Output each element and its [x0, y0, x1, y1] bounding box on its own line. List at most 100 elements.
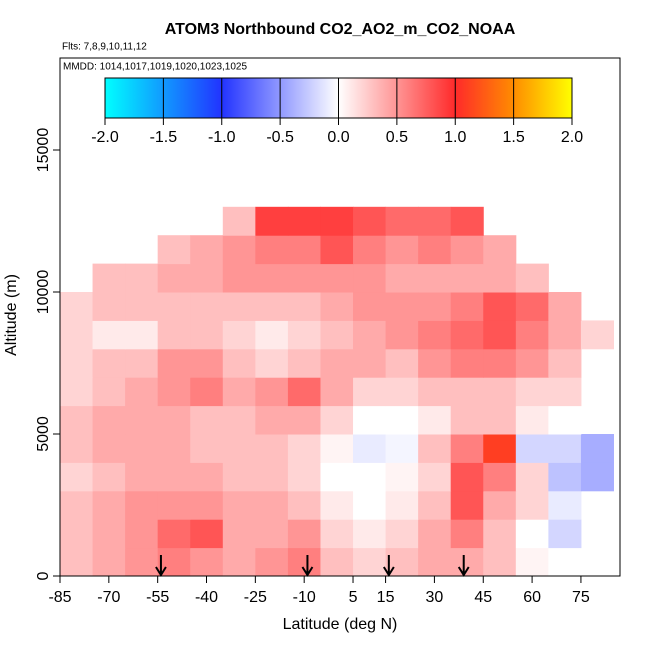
heat-cell: [385, 292, 419, 321]
x-tick-label: -85: [48, 589, 71, 606]
subtitle: Flts: 7,8,9,10,11,12: [62, 42, 147, 53]
heat-cell: [483, 292, 517, 321]
heat-cell: [255, 235, 289, 265]
colorbar-tick-label: 1.0: [444, 129, 466, 146]
heat-cell: [385, 434, 419, 463]
heat-cell: [515, 519, 549, 549]
flight-arrow: [301, 555, 314, 577]
heat-cell: [353, 405, 387, 435]
heat-cell: [255, 462, 289, 492]
heat-cell: [320, 434, 354, 463]
heat-cell: [418, 405, 452, 435]
heat-cell: [548, 519, 582, 549]
heat-cell: [320, 377, 354, 407]
heat-cell: [353, 519, 387, 549]
heat-cell: [385, 206, 419, 236]
heat-cell: [222, 405, 256, 435]
chart-title: ATOM3 Northbound CO2_AO2_m_CO2_NOAA: [165, 21, 516, 38]
heat-cell: [483, 490, 517, 520]
heat-cell: [157, 462, 191, 492]
x-axis-label: Latitude (deg N): [283, 616, 398, 633]
colorbar-tick-label: -1.0: [208, 129, 236, 146]
x-tick-label: 30: [426, 589, 444, 606]
heat-cell: [515, 434, 549, 463]
heat-cell: [450, 320, 484, 350]
heat-cell: [515, 320, 549, 350]
heat-cell: [125, 405, 159, 435]
heat-cell: [483, 348, 517, 378]
heat-cell: [353, 348, 387, 378]
heat-cell: [515, 348, 549, 378]
heat-cell: [157, 434, 191, 463]
heat-cell: [483, 263, 517, 293]
heat-cell: [125, 348, 159, 378]
heat-cell: [222, 462, 256, 492]
heat-cell: [287, 292, 321, 321]
x-tick-label: -40: [195, 589, 218, 606]
heat-cell: [515, 547, 549, 577]
heat-cell: [353, 320, 387, 350]
heat-cell: [483, 320, 517, 350]
heat-cell: [450, 292, 484, 321]
heat-cell: [125, 320, 159, 350]
heat-cell: [287, 434, 321, 463]
heat-cell: [385, 348, 419, 378]
heat-cell: [60, 405, 94, 435]
heat-cell: [515, 292, 549, 321]
heat-cell: [157, 348, 191, 378]
heat-cell: [125, 377, 159, 407]
heat-cell: [287, 462, 321, 492]
heat-cell: [125, 519, 159, 549]
heat-cell: [353, 547, 387, 577]
heat-cell: [320, 405, 354, 435]
heat-cell: [157, 235, 191, 265]
y-tick-label: 15000: [35, 128, 52, 173]
heat-cell: [255, 320, 289, 350]
heat-cell: [255, 348, 289, 378]
heat-cell: [548, 547, 582, 577]
heat-cell: [190, 405, 224, 435]
heat-cell: [287, 320, 321, 350]
x-tick-label: -55: [146, 589, 169, 606]
heat-cell: [418, 377, 452, 407]
heat-cell: [287, 206, 321, 236]
heat-cell: [125, 434, 159, 463]
heat-cell: [515, 405, 549, 435]
x-tick-label: 75: [572, 589, 590, 606]
x-tick-label: -70: [97, 589, 120, 606]
heat-cell: [353, 462, 387, 492]
heat-cell: [450, 490, 484, 520]
heat-cell: [255, 263, 289, 293]
heat-cell: [580, 434, 614, 463]
heat-cell: [548, 292, 582, 321]
y-tick-label: 5000: [35, 416, 52, 452]
heat-cell: [287, 490, 321, 520]
heat-cell: [548, 490, 582, 520]
heat-cell: [580, 462, 614, 492]
heat-cell: [222, 206, 256, 236]
heat-cell: [287, 348, 321, 378]
heat-cell: [385, 490, 419, 520]
heat-cell: [157, 292, 191, 321]
x-tick-label: 60: [523, 589, 541, 606]
heat-cell: [255, 206, 289, 236]
heat-cell: [190, 462, 224, 492]
x-tick-label: -10: [293, 589, 316, 606]
heat-cell: [255, 547, 289, 577]
x-tick-label: 15: [377, 589, 395, 606]
heat-cell: [157, 405, 191, 435]
heat-cell: [92, 263, 126, 293]
y-axis-label: Altitude (m): [3, 274, 20, 356]
heat-cell: [320, 292, 354, 321]
heat-cell: [450, 462, 484, 492]
y-tick-label: 0: [35, 571, 52, 580]
heat-cell: [385, 263, 419, 293]
x-tick-label: -25: [244, 589, 267, 606]
heat-cell: [548, 377, 582, 407]
heat-cell: [418, 206, 452, 236]
heat-cell: [190, 490, 224, 520]
heat-cell: [320, 462, 354, 492]
heat-cell: [450, 434, 484, 463]
heat-cell: [483, 235, 517, 265]
